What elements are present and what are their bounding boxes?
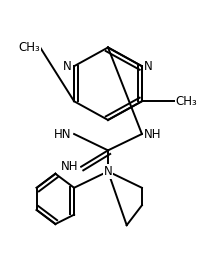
Text: CH₃: CH₃ <box>18 41 40 54</box>
Text: NH: NH <box>144 128 162 140</box>
Text: N: N <box>63 60 72 73</box>
Text: CH₃: CH₃ <box>176 95 198 108</box>
Text: N: N <box>104 165 112 178</box>
Text: HN: HN <box>54 128 72 140</box>
Text: N: N <box>144 60 153 73</box>
Text: NH: NH <box>61 160 79 173</box>
